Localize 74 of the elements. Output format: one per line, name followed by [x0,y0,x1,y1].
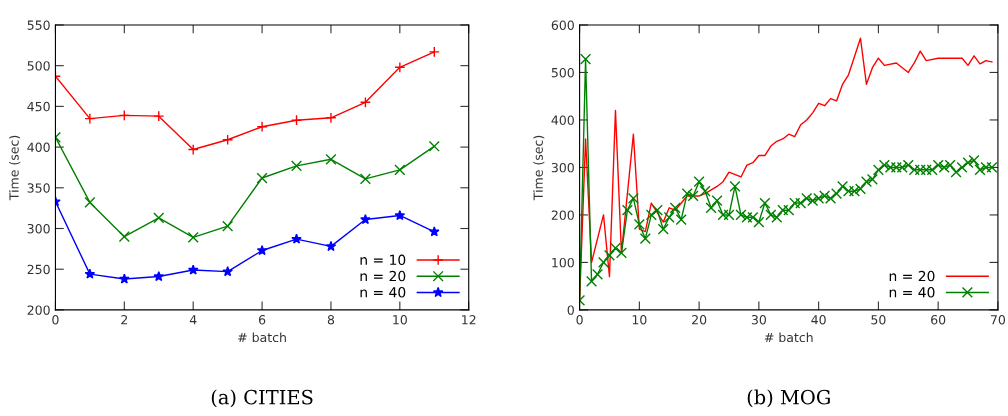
x-tick-label: 12 [462,315,476,325]
y-tick-label: 100 [552,257,574,268]
x-axis-title: # batch [764,332,813,343]
point [222,266,233,277]
legend-label: n = 40 [889,287,935,298]
y-tick-label: 200 [551,210,574,220]
x-tick-label: 10 [393,315,407,325]
x-axis-title: # batch [238,332,286,343]
y-tick-label: 550 [27,20,50,30]
x-tick-label: 8 [327,315,335,325]
text: (a) CITIES [211,389,313,408]
y-tick-label: 200 [27,305,50,315]
x-tick-label: 0 [52,315,59,325]
point [428,226,440,237]
y-axis-title: Time (sec) [9,135,21,201]
x-tick-label: 2 [121,315,128,325]
legend-label: n = 20 [360,270,406,282]
point [290,160,303,172]
point [325,112,337,124]
point [256,172,268,184]
point [187,264,199,275]
point [153,270,165,282]
legend-label: n = 20 [889,270,935,282]
y-tick-label: 400 [27,142,50,153]
point [290,114,303,126]
x-tick-label: 0 [576,315,583,325]
point [394,61,406,73]
y-tick-label: 300 [551,162,574,173]
y-tick-label: 450 [27,101,50,112]
point [153,110,165,122]
point [84,196,96,209]
point [118,231,130,243]
point [119,273,130,284]
x-tick-label: 20 [692,315,707,325]
x-tick-label: 30 [751,315,766,325]
y-tick-label: 400 [551,115,574,125]
x-tick-label: 4 [189,315,197,325]
point [428,140,440,152]
y-tick-label: 500 [551,67,574,78]
point [325,153,337,165]
x-tick-label: 70 [990,315,1006,325]
x-tick-label: 50 [871,315,886,325]
y-tick-label: 500 [27,61,50,71]
point [187,143,199,156]
point [394,164,406,176]
point [359,173,371,185]
point [325,240,337,252]
x-tick-label: 10 [632,315,647,325]
x-tick-label: 6 [258,315,266,325]
y-tick-label: 350 [27,183,50,193]
y-tick-label: 600 [551,20,574,30]
x-tick-label: 60 [931,315,946,325]
point [84,268,96,279]
point [428,46,440,58]
point [222,134,234,146]
point [359,96,371,108]
point [153,212,165,224]
y-tick-label: 300 [27,223,50,234]
point [291,233,302,244]
point [118,109,130,121]
point [360,213,371,225]
legend-label: n = 40 [360,287,406,298]
point [394,209,406,221]
point [187,231,199,244]
y-axis-title: Time (sec) [533,135,545,201]
point [256,244,268,256]
text: (b) MOG [747,389,830,408]
y-tick-label: 0 [567,305,574,315]
point [84,113,96,125]
point [222,220,234,232]
point [256,121,268,133]
y-tick-label: 250 [27,264,50,275]
legend-label: n = 10 [360,254,406,266]
x-tick-label: 40 [811,315,826,325]
